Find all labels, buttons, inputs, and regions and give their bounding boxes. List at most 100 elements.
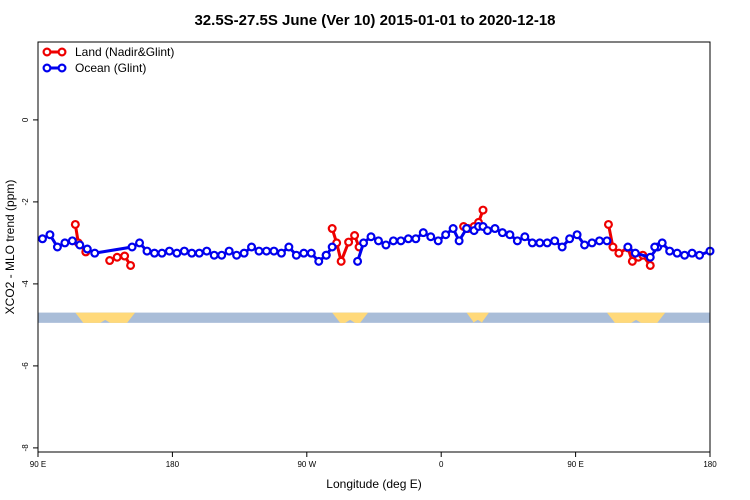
data-point [82, 244, 92, 254]
data-point [105, 256, 115, 266]
data-point [512, 236, 522, 246]
data-point [520, 232, 530, 242]
data-point [90, 248, 100, 258]
legend-marker [57, 47, 67, 57]
data-point [321, 250, 331, 260]
data-point [381, 240, 391, 250]
data-point [403, 234, 413, 244]
ocean-mask [38, 312, 710, 323]
legend-marker [57, 63, 67, 73]
data-point [411, 234, 421, 244]
data-point [490, 224, 500, 234]
data-point [127, 242, 137, 252]
data-point [126, 260, 136, 270]
data-point [353, 256, 363, 266]
data-point [52, 242, 62, 252]
data-point [179, 246, 189, 256]
data-point [37, 234, 47, 244]
data-point [327, 224, 337, 234]
data-point [572, 230, 582, 240]
data-point [482, 226, 492, 236]
legend-label: Ocean (Glint) [75, 61, 146, 75]
data-point [454, 236, 464, 246]
data-point [672, 248, 682, 258]
series-ocean [37, 222, 715, 266]
data-point [680, 250, 690, 260]
data-point [462, 224, 472, 234]
data-point [209, 250, 219, 260]
land-mask-segment-1 [75, 312, 136, 323]
legend-marker [42, 47, 52, 57]
land-mask-segment-2 [332, 312, 369, 323]
land-ocean-mask-band [38, 312, 710, 323]
series-layer [37, 205, 715, 270]
data-point [587, 238, 597, 248]
land-mask-segment-4 [606, 312, 666, 323]
chart-title: 32.5S-27.5S June (Ver 10) 2015-01-01 to … [194, 12, 555, 29]
data-point [478, 205, 488, 215]
data-point [665, 246, 675, 256]
data-point [112, 252, 122, 262]
plot-frame [37, 41, 711, 453]
data-point [565, 234, 575, 244]
legend-label: Land (Nadir&Glint) [75, 45, 174, 59]
data-point [535, 238, 545, 248]
data-point [657, 238, 667, 248]
data-point [695, 250, 705, 260]
data-point [172, 248, 182, 258]
data-point [254, 246, 264, 256]
data-point [366, 232, 376, 242]
data-point [336, 256, 346, 266]
data-point [433, 236, 443, 246]
data-point [299, 248, 309, 258]
x-axis: 90 E 180 90 W 0 90 E 180 [30, 452, 717, 469]
data-point [441, 230, 451, 240]
data-point [217, 250, 227, 260]
data-point [645, 252, 655, 262]
data-point [232, 250, 242, 260]
data-point [70, 219, 80, 229]
data-point [396, 236, 406, 246]
legend-marker [42, 63, 52, 73]
data-point [527, 238, 537, 248]
data-point [75, 240, 85, 250]
y-axis: 0 -2 -4 -6 -8 [21, 117, 38, 451]
data-point [580, 240, 590, 250]
data-point [142, 246, 152, 256]
data-point [645, 260, 655, 270]
x-tick-label: 0 [439, 460, 444, 469]
y-axis-label: XCO2 - MLO trend (ppm) [3, 180, 17, 315]
data-point [388, 236, 398, 246]
data-point [557, 242, 567, 252]
data-point [269, 246, 279, 256]
data-point [306, 248, 316, 258]
y-tick-label: -2 [21, 198, 30, 206]
data-point [224, 246, 234, 256]
data-point [594, 236, 604, 246]
data-point [247, 242, 257, 252]
data-point [120, 251, 130, 261]
data-point [276, 248, 286, 258]
data-point [284, 242, 294, 252]
y-tick-label: -4 [21, 280, 30, 288]
data-point [60, 238, 70, 248]
data-point [687, 248, 697, 258]
data-point [623, 242, 633, 252]
data-point [448, 224, 458, 234]
data-point [202, 246, 212, 256]
data-point [650, 242, 660, 252]
series-line-segment [626, 245, 659, 259]
x-tick-label: 90 E [567, 460, 583, 469]
land-mask-segment-3 [466, 312, 489, 323]
data-point [194, 248, 204, 258]
x-axis-label: Longitude (deg E) [326, 477, 421, 491]
data-point [291, 250, 301, 260]
data-point [261, 246, 271, 256]
data-point [614, 248, 624, 258]
data-point [359, 238, 369, 248]
data-point [426, 232, 436, 242]
data-point [157, 248, 167, 258]
data-point [608, 242, 618, 252]
data-point [373, 236, 383, 246]
data-point [314, 256, 324, 266]
